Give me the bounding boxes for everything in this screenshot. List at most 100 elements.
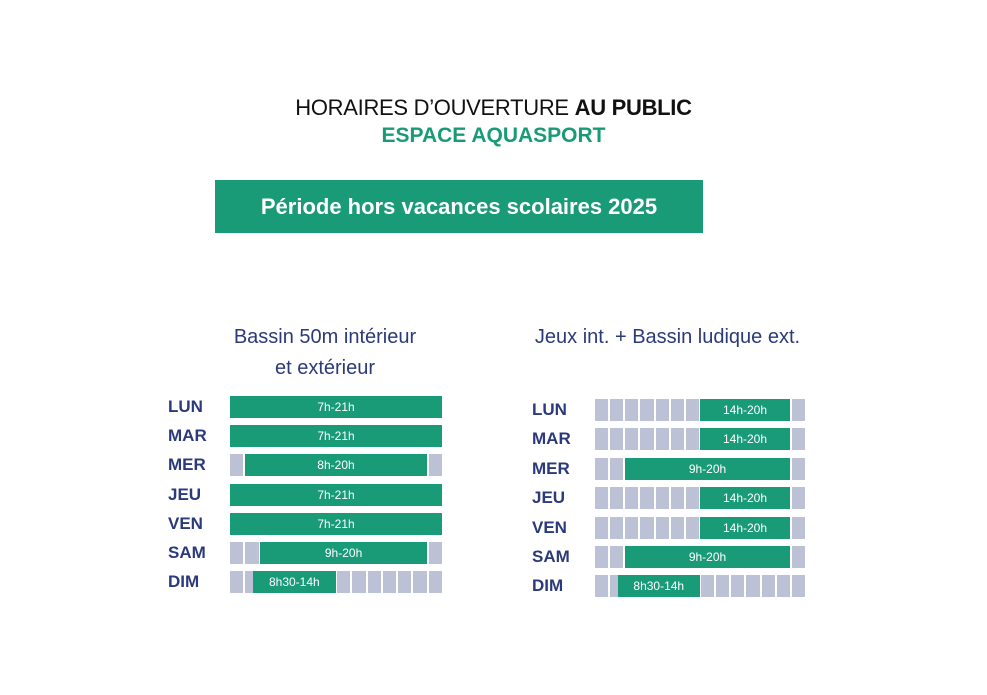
hour-slot xyxy=(655,516,669,539)
hour-slot xyxy=(382,571,397,594)
schedule-title-line2: et extérieur xyxy=(274,357,376,379)
hour-slot xyxy=(685,428,699,451)
hour-slot xyxy=(625,428,639,451)
hour-slot xyxy=(655,428,669,451)
hour-slot xyxy=(791,487,805,510)
hour-slot xyxy=(230,571,244,594)
hour-slot xyxy=(595,457,609,480)
schedule-row-jeu: JEU 14h-20h xyxy=(532,487,805,510)
schedule-row-dim: DIM 8h30-14h xyxy=(532,575,805,598)
hour-slot xyxy=(655,399,669,421)
opening-hours-bar: 8h30-14h xyxy=(252,571,336,594)
schedule-title-jeux: Jeux int. + Bassin ludique ext. xyxy=(505,322,830,353)
hour-slot xyxy=(413,571,427,594)
opening-hours-bar: 7h-21h xyxy=(230,483,442,506)
hour-slot xyxy=(625,487,639,510)
hour-slot xyxy=(428,454,442,477)
day-label: DIM xyxy=(532,576,564,596)
hour-slot xyxy=(595,546,609,568)
opening-hours-bar: 14h-20h xyxy=(700,399,790,421)
hour-slot xyxy=(791,546,805,568)
hour-slot xyxy=(610,546,624,568)
schedule-row-sam: SAM 9h-20h xyxy=(532,546,805,568)
hour-slot xyxy=(776,575,790,598)
schedule-row-sam: SAM 9h-20h xyxy=(168,542,442,564)
schedule-row-mer: MER 9h-20h xyxy=(532,457,805,480)
title-regular: HORAIRES D’OUVERTURE xyxy=(295,95,569,120)
hour-slot xyxy=(610,428,624,451)
day-label: MAR xyxy=(532,429,571,449)
hour-slot xyxy=(716,575,730,598)
hour-slot xyxy=(336,571,351,594)
hour-slot xyxy=(670,487,684,510)
hour-slot xyxy=(685,399,699,421)
hour-slot xyxy=(670,516,684,539)
hour-slot xyxy=(352,571,366,594)
hour-slot xyxy=(428,542,442,564)
hour-slot xyxy=(791,575,805,598)
opening-hours-bar: 8h30-14h xyxy=(617,575,700,598)
schedule-row-ven: VEN 14h-20h xyxy=(532,516,805,539)
opening-hours-bar: 14h-20h xyxy=(700,428,790,451)
hour-slot xyxy=(640,399,654,421)
hour-slot xyxy=(700,575,715,598)
opening-hours-bar: 9h-20h xyxy=(260,542,427,564)
hour-slot xyxy=(791,428,805,451)
hour-slot xyxy=(761,575,775,598)
day-label: DIM xyxy=(168,572,200,592)
hour-slot xyxy=(640,428,654,451)
hour-slot xyxy=(428,571,442,594)
period-banner: Période hors vacances scolaires 2025 xyxy=(215,180,703,233)
schedule-title-bassin-50m: Bassin 50m intérieur et extérieur xyxy=(205,322,445,384)
opening-hours-bar: 7h-21h xyxy=(230,425,442,448)
day-label: SAM xyxy=(532,547,570,566)
hour-slot xyxy=(610,399,624,421)
hour-slot xyxy=(595,487,609,510)
opening-hours-bar: 8h-20h xyxy=(245,454,427,477)
hour-slot xyxy=(791,516,805,539)
hour-slot xyxy=(595,575,609,598)
schedule-row-lun: LUN 14h-20h xyxy=(532,399,805,421)
hour-slot xyxy=(670,428,684,451)
day-label: VEN xyxy=(532,517,567,537)
hour-slot xyxy=(595,399,609,421)
page-title: HORAIRES D’OUVERTURE AU PUBLIC xyxy=(0,95,987,121)
schedule-row-lun: LUN 7h-21h xyxy=(168,396,442,418)
opening-hours-bar: 14h-20h xyxy=(700,516,790,539)
day-label: LUN xyxy=(168,397,203,416)
schedule-row-dim: DIM 8h30-14h xyxy=(168,571,442,594)
schedule-title-line1: Bassin 50m intérieur xyxy=(233,326,417,348)
hour-slot xyxy=(595,428,609,451)
hour-slot xyxy=(610,516,624,539)
schedule-row-jeu: JEU 7h-21h xyxy=(168,483,442,506)
hour-slot xyxy=(791,457,805,480)
day-label: JEU xyxy=(532,488,566,508)
page-subtitle: ESPACE AQUASPORT xyxy=(381,124,606,147)
hour-slot xyxy=(655,487,669,510)
period-banner-label: Période hors vacances scolaires 2025 xyxy=(260,193,658,219)
hour-slot xyxy=(230,454,244,477)
opening-hours-bar: 14h-20h xyxy=(700,487,790,510)
schedule-row-mar: MAR 7h-21h xyxy=(168,425,442,448)
hour-slot xyxy=(791,399,805,421)
hour-slot xyxy=(595,516,609,539)
hour-slot xyxy=(367,571,381,594)
day-label: LUN xyxy=(532,400,567,419)
hour-slot xyxy=(398,571,412,594)
hour-slot xyxy=(625,516,639,539)
hour-slot xyxy=(685,487,699,510)
hour-slot xyxy=(746,575,760,598)
hour-slot xyxy=(640,487,654,510)
hour-slot xyxy=(245,542,259,564)
day-label: SAM xyxy=(168,543,206,562)
schedule-title-line1: Jeux int. + Bassin ludique ext. xyxy=(534,326,801,348)
hour-slot xyxy=(670,399,684,421)
opening-hours-bar: 7h-21h xyxy=(230,512,442,535)
hour-slot xyxy=(610,457,624,480)
day-label: MER xyxy=(532,458,570,478)
hour-slot xyxy=(610,487,624,510)
hour-slot xyxy=(230,542,244,564)
day-label: MAR xyxy=(168,426,207,446)
hour-slot xyxy=(685,516,699,539)
opening-hours-bar: 9h-20h xyxy=(625,546,790,568)
